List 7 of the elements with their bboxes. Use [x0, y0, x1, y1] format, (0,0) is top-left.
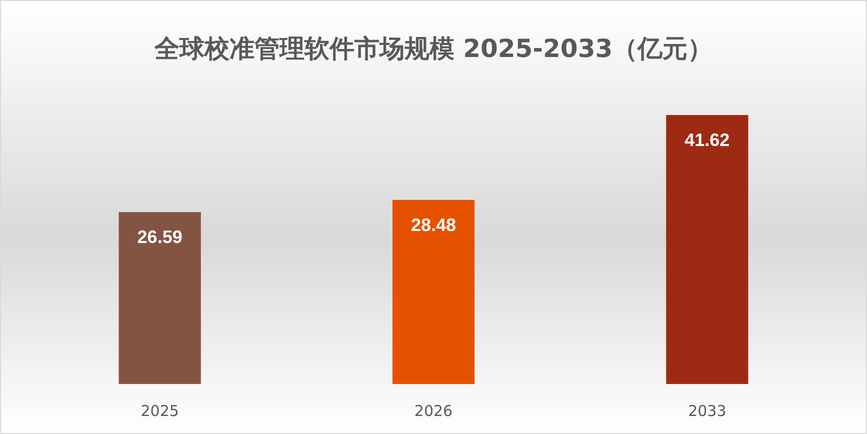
- data-label: 28.48: [410, 214, 456, 235]
- data-label: 26.59: [137, 227, 182, 248]
- chart-title: 全球校准管理软件市场规模 2025-2033（亿元）: [153, 34, 713, 63]
- x-tick-label: 2033: [688, 402, 726, 420]
- x-tick-label: 2026: [414, 402, 453, 420]
- x-tick-label: 2025: [140, 402, 179, 420]
- data-label: 41.62: [684, 130, 730, 150]
